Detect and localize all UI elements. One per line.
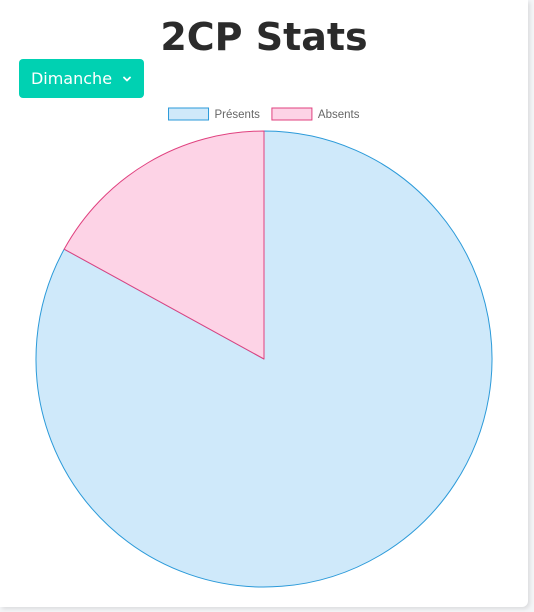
legend-swatch-absents <box>271 107 313 121</box>
legend-item-presents[interactable]: Présents <box>168 107 261 121</box>
page-title: 2CP Stats <box>160 15 368 59</box>
legend-swatch-presents <box>168 107 210 121</box>
legend-label-absents: Absents <box>318 109 360 121</box>
pie-slices <box>35 130 493 588</box>
chart-legend: Présents Absents <box>168 107 360 121</box>
chevron-down-icon <box>123 76 131 81</box>
day-select-button[interactable]: Dimanche <box>19 59 144 98</box>
day-select-label: Dimanche <box>30 69 113 88</box>
pie-slice-absents <box>63 130 265 360</box>
pie-chart: Présents Absents <box>35 107 493 588</box>
legend-label-presents: Présents <box>215 109 261 121</box>
legend-item-absents[interactable]: Absents <box>271 107 360 121</box>
